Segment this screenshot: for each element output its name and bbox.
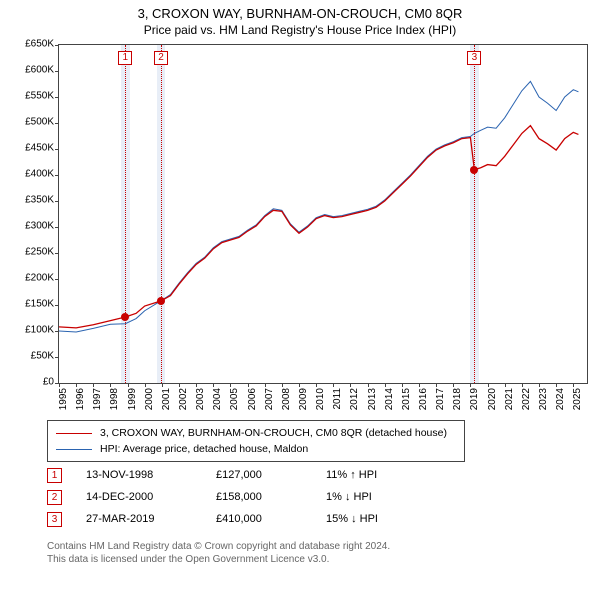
footnote-line-2: This data is licensed under the Open Gov… bbox=[47, 553, 390, 566]
sale-index-box: 2 bbox=[47, 490, 62, 505]
legend-swatch bbox=[56, 449, 92, 450]
x-axis-label: 1996 bbox=[75, 388, 86, 410]
chart-title: 3, CROXON WAY, BURNHAM-ON-CROUCH, CM0 8Q… bbox=[0, 6, 600, 21]
sale-index-label: 1 bbox=[118, 51, 132, 65]
plot-area: 1 2 3 bbox=[58, 44, 588, 384]
legend-swatch bbox=[56, 433, 92, 434]
sale-diff: 11% ↑ HPI bbox=[326, 469, 446, 481]
sale-diff: 1% ↓ HPI bbox=[326, 491, 446, 503]
legend-label: HPI: Average price, detached house, Mald… bbox=[100, 443, 308, 455]
x-axis-label: 2004 bbox=[212, 388, 223, 410]
legend-item: HPI: Average price, detached house, Mald… bbox=[56, 441, 456, 457]
sale-marker bbox=[157, 297, 165, 305]
line-series-svg bbox=[59, 45, 587, 383]
x-axis-label: 2002 bbox=[178, 388, 189, 410]
x-axis-label: 2010 bbox=[315, 388, 326, 410]
x-axis-label: 1998 bbox=[109, 388, 120, 410]
x-axis-label: 2018 bbox=[452, 388, 463, 410]
y-axis-label: £100K bbox=[25, 325, 54, 336]
x-axis-label: 2007 bbox=[264, 388, 275, 410]
x-axis-label: 1995 bbox=[58, 388, 69, 410]
y-axis-label: £500K bbox=[25, 117, 54, 128]
y-axis-label: £450K bbox=[25, 143, 54, 154]
x-axis-label: 2017 bbox=[435, 388, 446, 410]
x-axis-label: 2021 bbox=[504, 388, 515, 410]
x-axis-label: 2012 bbox=[349, 388, 360, 410]
x-axis-label: 2000 bbox=[144, 388, 155, 410]
y-axis-label: £600K bbox=[25, 65, 54, 76]
sale-marker bbox=[121, 313, 129, 321]
x-axis-label: 2008 bbox=[281, 388, 292, 410]
sale-table-row: 3 27-MAR-2019£410,00015% ↓ HPI bbox=[47, 508, 446, 530]
sale-date: 13-NOV-1998 bbox=[86, 469, 216, 481]
y-axis-label: £400K bbox=[25, 169, 54, 180]
sale-marker bbox=[470, 166, 478, 174]
x-axis-label: 2014 bbox=[384, 388, 395, 410]
sale-index-label: 3 bbox=[467, 51, 481, 65]
y-axis-label: £300K bbox=[25, 221, 54, 232]
x-axis-label: 2022 bbox=[521, 388, 532, 410]
y-axis-label: £200K bbox=[25, 273, 54, 284]
y-axis-label: £50K bbox=[31, 351, 54, 362]
sale-table: 1 13-NOV-1998£127,00011% ↑ HPI 2 14-DEC-200… bbox=[47, 464, 446, 530]
sale-index-label: 2 bbox=[154, 51, 168, 65]
y-axis-label: £350K bbox=[25, 195, 54, 206]
x-axis-label: 1997 bbox=[92, 388, 103, 410]
x-axis-label: 2006 bbox=[247, 388, 258, 410]
sale-date: 27-MAR-2019 bbox=[86, 513, 216, 525]
x-axis-label: 2020 bbox=[487, 388, 498, 410]
sale-date: 14-DEC-2000 bbox=[86, 491, 216, 503]
sale-index-box: 3 bbox=[47, 512, 62, 527]
x-axis-label: 2023 bbox=[538, 388, 549, 410]
series-line-hpi bbox=[59, 81, 578, 332]
x-axis-label: 2015 bbox=[401, 388, 412, 410]
y-axis-label: £150K bbox=[25, 299, 54, 310]
y-axis-label: £550K bbox=[25, 91, 54, 102]
y-axis-label: £650K bbox=[25, 39, 54, 50]
sale-vline bbox=[161, 45, 162, 383]
x-axis-label: 2001 bbox=[161, 388, 172, 410]
x-axis-label: 2011 bbox=[332, 388, 343, 410]
legend: 3, CROXON WAY, BURNHAM-ON-CROUCH, CM0 8Q… bbox=[47, 420, 465, 462]
x-axis-label: 2025 bbox=[572, 388, 583, 410]
legend-label: 3, CROXON WAY, BURNHAM-ON-CROUCH, CM0 8Q… bbox=[100, 427, 447, 439]
sale-index-box: 1 bbox=[47, 468, 62, 483]
x-axis-label: 2003 bbox=[195, 388, 206, 410]
x-axis-label: 1999 bbox=[127, 388, 138, 410]
sale-price: £410,000 bbox=[216, 513, 326, 525]
x-axis-label: 2024 bbox=[555, 388, 566, 410]
x-axis-label: 2009 bbox=[298, 388, 309, 410]
x-axis-label: 2005 bbox=[229, 388, 240, 410]
footnote: Contains HM Land Registry data © Crown c… bbox=[47, 540, 390, 566]
chart-subtitle: Price paid vs. HM Land Registry's House … bbox=[0, 23, 600, 37]
sale-price: £158,000 bbox=[216, 491, 326, 503]
sale-table-row: 1 13-NOV-1998£127,00011% ↑ HPI bbox=[47, 464, 446, 486]
chart-area: £0 £50K £100K £150K £200K £250K £300K £350K £400… bbox=[10, 44, 590, 414]
series-line-subject bbox=[59, 126, 578, 328]
y-axis-label: £0 bbox=[43, 377, 54, 388]
sale-diff: 15% ↓ HPI bbox=[326, 513, 446, 525]
sale-table-row: 2 14-DEC-2000£158,0001% ↓ HPI bbox=[47, 486, 446, 508]
y-axis-label: £250K bbox=[25, 247, 54, 258]
legend-item: 3, CROXON WAY, BURNHAM-ON-CROUCH, CM0 8Q… bbox=[56, 425, 456, 441]
sale-price: £127,000 bbox=[216, 469, 326, 481]
sale-vline bbox=[474, 45, 475, 383]
x-axis-label: 2019 bbox=[469, 388, 480, 410]
x-axis-label: 2013 bbox=[367, 388, 378, 410]
sale-vline bbox=[125, 45, 126, 383]
footnote-line-1: Contains HM Land Registry data © Crown c… bbox=[47, 540, 390, 553]
x-axis-label: 2016 bbox=[418, 388, 429, 410]
